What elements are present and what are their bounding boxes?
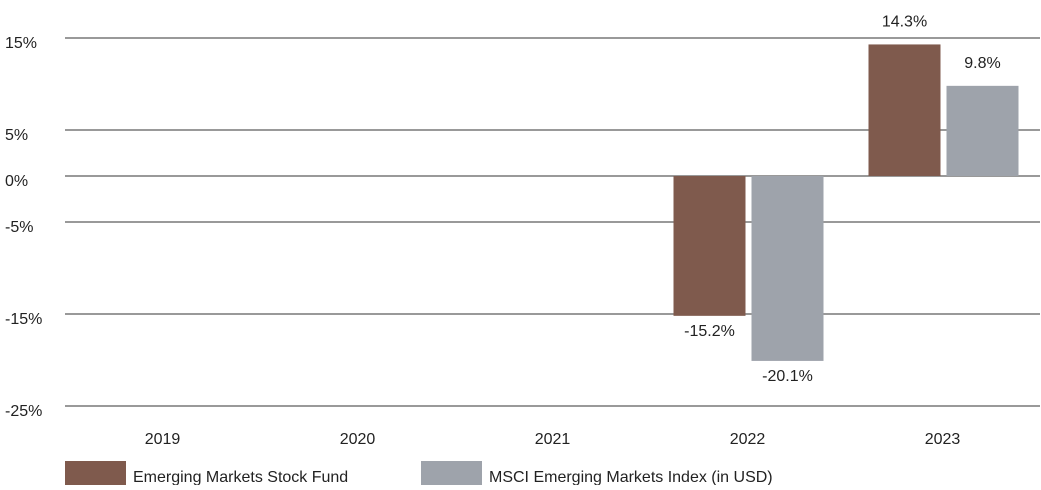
legend-label: MSCI Emerging Markets Index (in USD) (489, 469, 773, 485)
bar (868, 44, 941, 176)
y-tick-label: -5% (5, 219, 33, 236)
y-tick-label: -25% (5, 403, 42, 420)
value-label: -20.1% (762, 368, 813, 385)
x-tick-label: 2021 (535, 431, 571, 448)
x-tick-label: 2022 (730, 431, 766, 448)
x-tick-label: 2019 (145, 431, 181, 448)
y-tick-label: -15% (5, 311, 42, 328)
legend-swatch (65, 461, 126, 487)
value-label: -15.2% (684, 323, 735, 340)
bar (673, 176, 746, 316)
x-tick-label: 2023 (925, 431, 961, 448)
bar (751, 176, 824, 361)
legend-swatch (421, 461, 482, 487)
value-label: 9.8% (964, 55, 1000, 72)
bar (946, 85, 1019, 176)
legend-label: Emerging Markets Stock Fund (133, 469, 348, 485)
x-tick-label: 2020 (340, 431, 376, 448)
y-tick-label: 15% (5, 35, 37, 52)
value-label: 14.3% (882, 14, 927, 31)
y-tick-label: 0% (5, 173, 28, 190)
y-tick-label: 5% (5, 127, 28, 144)
